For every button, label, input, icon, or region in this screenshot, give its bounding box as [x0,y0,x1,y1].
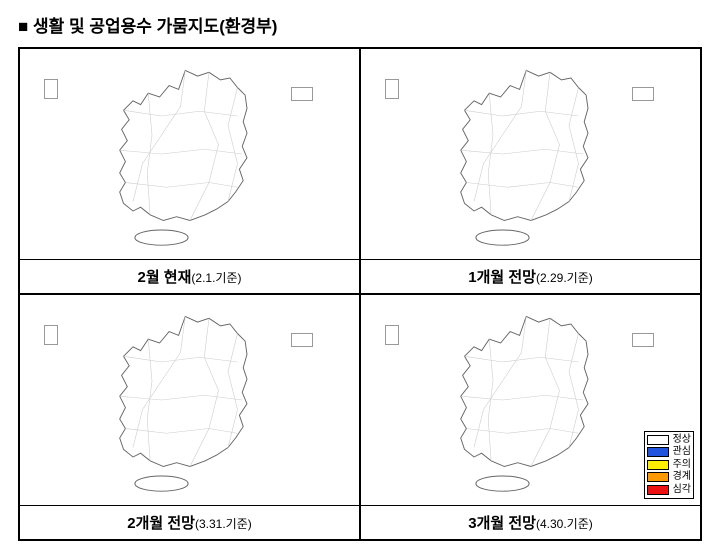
korea-map-icon [431,59,631,249]
inset-box [385,325,399,345]
legend-box: 정상 관심 주의 경계 심각 [644,431,694,500]
panel-caption-1: 1개월 전망(2.29.기준) [361,259,700,293]
caption-sub: (4.30.기준) [536,517,593,531]
caption-sub: (2.1.기준) [191,271,241,285]
panel-2: 2개월 전망(3.31.기준) [19,294,360,540]
inset-box [44,79,58,99]
legend-label: 경계 [673,471,691,484]
panel-caption-3: 3개월 전망(4.30.기준) [361,505,700,539]
caption-sub: (2.29.기준) [536,271,593,285]
legend-swatch [647,447,669,457]
legend-row-2: 주의 [647,459,691,472]
korea-map-icon [90,305,290,495]
legend-row-3: 경계 [647,471,691,484]
legend-label: 주의 [673,459,691,472]
map-area-3: 정상 관심 주의 경계 심각 [361,295,700,505]
legend-row-0: 정상 [647,434,691,447]
caption-main: 2개월 전망 [127,515,195,532]
panel-1: 1개월 전망(2.29.기준) [360,48,701,294]
legend-row-1: 관심 [647,446,691,459]
map-area-0 [20,49,359,259]
legend-label: 관심 [673,446,691,459]
legend-row-4: 심각 [647,484,691,497]
map-area-2 [20,295,359,505]
caption-sub: (3.31.기준) [195,517,252,531]
caption-main: 1개월 전망 [468,269,536,286]
page-title: ■ 생활 및 공업용수 가뭄지도(환경부) [18,12,702,37]
map-grid: 2월 현재(2.1.기준) 1개월 전망(2. [18,47,702,541]
korea-map-icon [90,59,290,249]
legend-swatch [647,460,669,470]
legend-swatch [647,485,669,495]
caption-main: 3개월 전망 [468,515,536,532]
korea-map-icon [431,305,631,495]
panel-3: 정상 관심 주의 경계 심각 [360,294,701,540]
inset-box [291,87,313,101]
caption-main: 2월 현재 [137,269,191,286]
legend-label: 정상 [673,434,691,447]
panel-caption-2: 2개월 전망(3.31.기준) [20,505,359,539]
inset-box [632,87,654,101]
legend-swatch [647,435,669,445]
inset-box [291,333,313,347]
inset-box [385,79,399,99]
legend-swatch [647,472,669,482]
legend-label: 심각 [673,484,691,497]
map-area-1 [361,49,700,259]
panel-caption-0: 2월 현재(2.1.기준) [20,259,359,293]
panel-0: 2월 현재(2.1.기준) [19,48,360,294]
inset-box [632,333,654,347]
inset-box [44,325,58,345]
